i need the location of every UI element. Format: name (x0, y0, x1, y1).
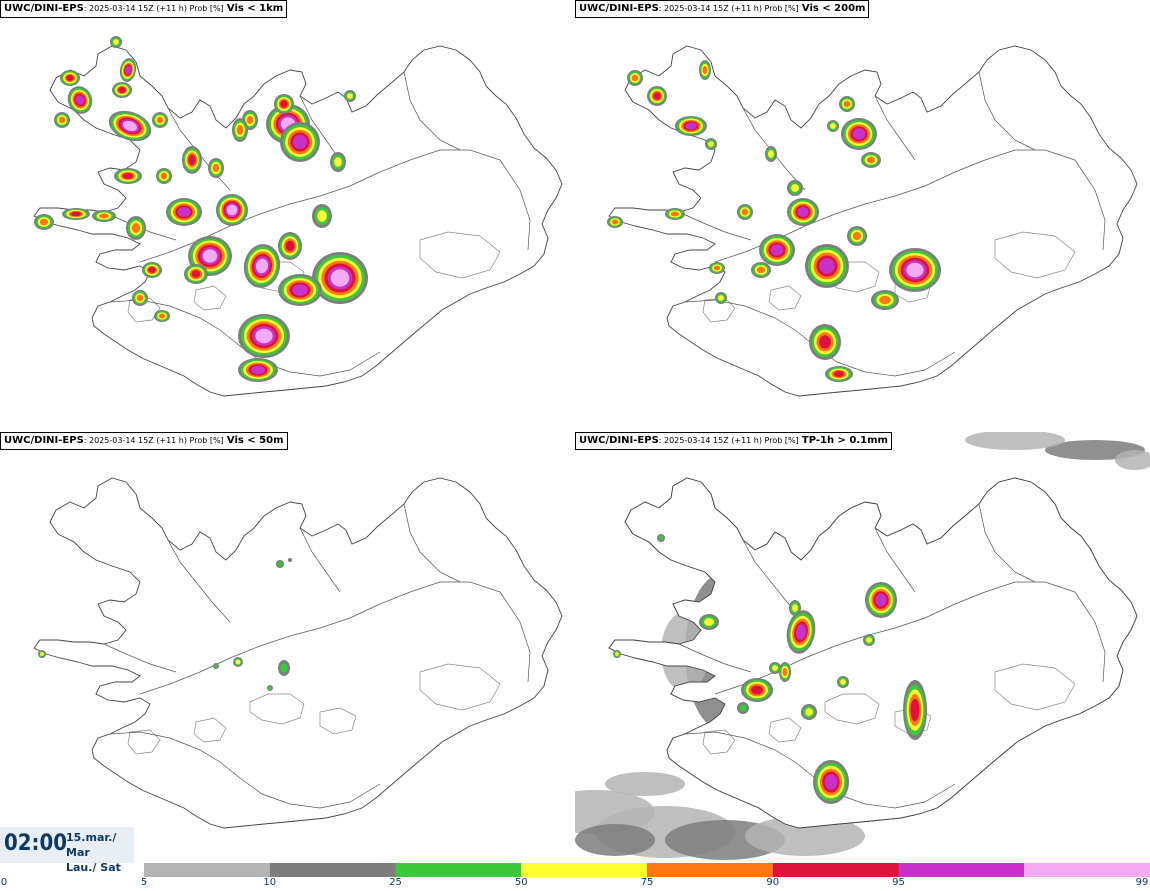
legend-tick-label: 5 (140, 877, 148, 888)
panel-title: UWC/DINI-EPS: 2025-03-14 15Z (+11 h) Pro… (0, 0, 288, 18)
map-panel-tp-1h: UWC/DINI-EPS: 2025-03-14 15Z (+11 h) Pro… (575, 432, 1150, 862)
probability-legend: 0 5 10 25 50 75 90 95 99 (0, 862, 1150, 891)
iceland-map-vis-200m (607, 45, 1138, 397)
panel-title: UWC/DINI-EPS: 2025-03-14 15Z (+11 h) Pro… (0, 432, 288, 450)
legend-tick-label: 0 (0, 877, 8, 888)
legend-tick-label: 90 (766, 877, 780, 888)
legend-swatch (898, 863, 1025, 877)
panel-title: UWC/DINI-EPS: 2025-03-14 15Z (+11 h) Pro… (575, 432, 892, 450)
legend-tick-label: 10 (263, 877, 277, 888)
valid-date-line2: Lau./ Sat (66, 861, 121, 874)
legend-swatch (521, 863, 647, 877)
legend-swatch (269, 863, 396, 877)
legend-swatch (772, 863, 899, 877)
legend-swatch (144, 863, 270, 877)
valid-date: 15.mar./ Mar Lau./ Sat (66, 830, 134, 875)
iceland-map-vis-50m (33, 477, 563, 829)
legend-colorbar (144, 863, 1150, 877)
panel-title: UWC/DINI-EPS: 2025-03-14 15Z (+11 h) Pro… (575, 0, 870, 18)
legend-tick-label: 25 (389, 877, 402, 888)
legend-swatch (395, 863, 522, 877)
legend-tick-label: 50 (514, 877, 528, 888)
valid-time: 02:00 (4, 831, 68, 856)
map-panel-vis-50m: UWC/DINI-EPS: 2025-03-14 15Z (+11 h) Pro… (0, 432, 575, 862)
valid-time-box: 02:00 15.mar./ Mar Lau./ Sat (0, 827, 134, 874)
valid-date-line1: 15.mar./ Mar (66, 831, 117, 859)
map-panel-vis-1km: UWC/DINI-EPS: 2025-03-14 15Z (+11 h) Pro… (0, 0, 575, 430)
iceland-map-vis-1km (33, 36, 563, 397)
legend-swatch (647, 863, 773, 877)
legend-tick-label: 75 (640, 877, 654, 888)
legend-tick-label: 99 (1135, 877, 1149, 888)
map-panel-vis-200m: UWC/DINI-EPS: 2025-03-14 15Z (+11 h) Pro… (575, 0, 1150, 430)
legend-tick-label: 95 (892, 877, 905, 888)
legend-swatch (1024, 863, 1150, 877)
iceland-map-tp-1h (575, 432, 1150, 860)
